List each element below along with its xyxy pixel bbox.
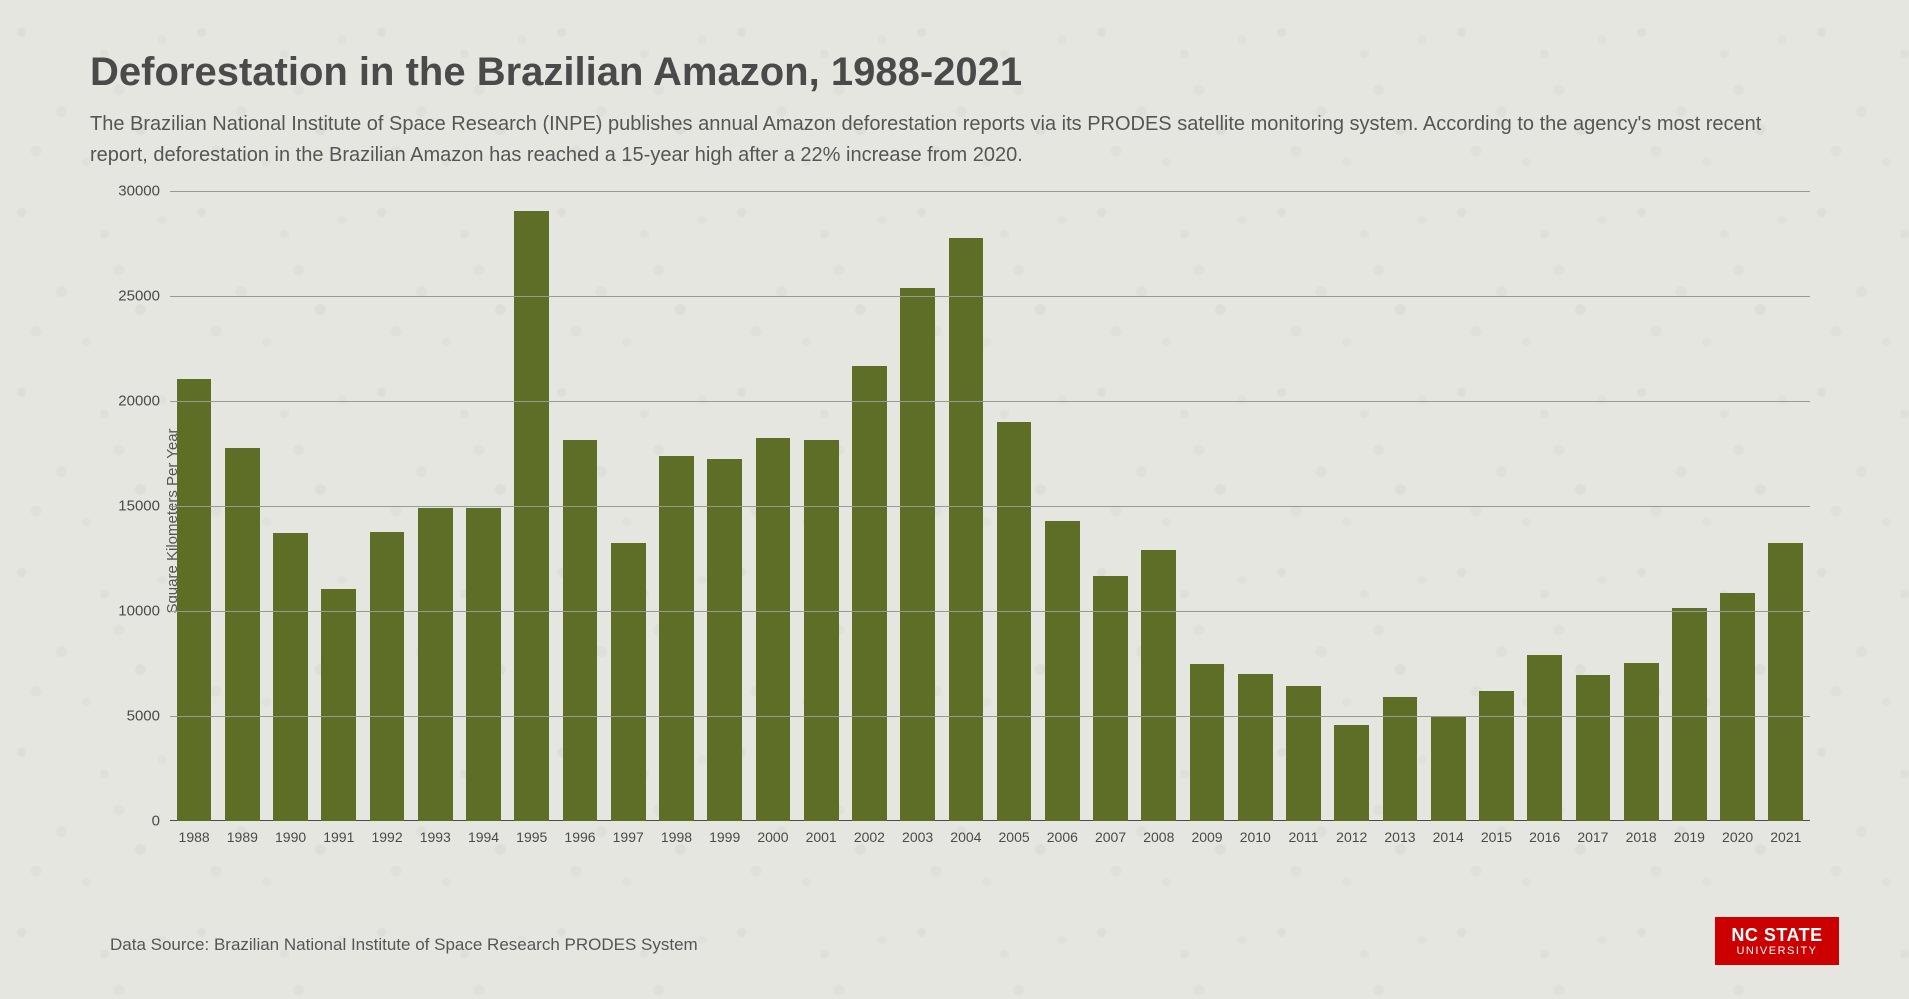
x-tick-label: 2006: [1047, 821, 1078, 845]
y-tick-label: 15000: [118, 498, 170, 515]
y-tick-label: 30000: [118, 183, 170, 200]
x-tick-label: 1994: [468, 821, 499, 845]
x-tick-label: 2015: [1481, 821, 1512, 845]
x-tick-label: 2011: [1288, 821, 1318, 845]
bar: [949, 238, 984, 821]
data-source-note: Data Source: Brazilian National Institut…: [110, 935, 698, 955]
y-tick-label: 20000: [118, 393, 170, 410]
bar: [1093, 576, 1128, 821]
bar: [1624, 663, 1659, 821]
x-tick-label: 2013: [1384, 821, 1415, 845]
bar: [1238, 674, 1273, 821]
x-tick-label: 2014: [1433, 821, 1464, 845]
bar: [611, 543, 646, 821]
bar: [1334, 725, 1369, 821]
x-tick-label: 2021: [1770, 821, 1801, 845]
y-tick-label: 25000: [118, 288, 170, 305]
bar: [1720, 593, 1755, 821]
x-tick-label: 1988: [179, 821, 210, 845]
bar: [756, 438, 791, 821]
gridline: [170, 296, 1810, 297]
x-tick-label: 2001: [806, 821, 837, 845]
bar: [418, 508, 453, 821]
x-tick-label: 1989: [227, 821, 258, 845]
bar: [852, 366, 887, 821]
bar: [1045, 521, 1080, 821]
x-tick-label: 2005: [999, 821, 1030, 845]
x-tick-label: 1995: [516, 821, 547, 845]
x-tick-label: 2008: [1143, 821, 1174, 845]
bar: [321, 589, 356, 821]
bar: [1431, 716, 1466, 821]
x-tick-label: 1991: [323, 821, 354, 845]
x-tick-label: 2010: [1240, 821, 1271, 845]
gridline: [170, 191, 1810, 192]
chart-subtitle: The Brazilian National Institute of Spac…: [90, 109, 1810, 171]
x-tick-label: 2020: [1722, 821, 1753, 845]
bar: [707, 459, 742, 821]
bar: [563, 440, 598, 821]
bar: [997, 422, 1032, 821]
x-tick-label: 2012: [1336, 821, 1367, 845]
x-tick-label: 2002: [854, 821, 885, 845]
bar: [225, 448, 260, 821]
x-tick-label: 1996: [564, 821, 595, 845]
bar: [177, 379, 212, 821]
gridline: [170, 401, 1810, 402]
x-tick-label: 1998: [661, 821, 692, 845]
x-tick-label: 1997: [613, 821, 644, 845]
bar: [1141, 550, 1176, 821]
bar: [1479, 691, 1514, 821]
x-tick-label: 1992: [371, 821, 402, 845]
gridline: [170, 716, 1810, 717]
logo-line2: UNIVERSITY: [1736, 946, 1817, 957]
chart-title: Deforestation in the Brazilian Amazon, 1…: [90, 50, 1819, 95]
bar: [514, 211, 549, 821]
x-tick-label: 2007: [1095, 821, 1126, 845]
bar: [1672, 608, 1707, 821]
bar: [804, 440, 839, 821]
x-tick-label: 2009: [1191, 821, 1222, 845]
bar: [273, 533, 308, 821]
bar: [466, 508, 501, 821]
x-tick-label: 2017: [1577, 821, 1608, 845]
gridline: [170, 506, 1810, 507]
x-tick-label: 2018: [1626, 821, 1657, 845]
bar: [1190, 664, 1225, 821]
bar: [1768, 543, 1803, 821]
gridline: [170, 611, 1810, 612]
page-root: Deforestation in the Brazilian Amazon, 1…: [0, 0, 1909, 999]
bar: [1527, 655, 1562, 821]
y-tick-label: 10000: [118, 603, 170, 620]
x-tick-label: 1999: [709, 821, 740, 845]
bar: [659, 456, 694, 821]
plot-area: 1988198919901991199219931994199519961997…: [170, 191, 1810, 821]
logo-line1: NC STATE: [1731, 926, 1822, 944]
x-tick-label: 2016: [1529, 821, 1560, 845]
y-tick-label: 5000: [127, 708, 170, 725]
x-tick-label: 1993: [420, 821, 451, 845]
bar: [900, 288, 935, 821]
y-tick-label: 0: [152, 813, 170, 830]
chart-container: Square Kilometers Per Year 1988198919901…: [90, 181, 1810, 861]
bar: [1286, 686, 1321, 821]
bar: [1576, 675, 1611, 821]
x-tick-label: 2000: [757, 821, 788, 845]
x-tick-label: 2004: [950, 821, 981, 845]
bar: [370, 532, 405, 822]
ncstate-logo: NC STATE UNIVERSITY: [1715, 917, 1839, 965]
x-tick-label: 2003: [902, 821, 933, 845]
x-tick-label: 2019: [1674, 821, 1705, 845]
x-tick-label: 1990: [275, 821, 306, 845]
